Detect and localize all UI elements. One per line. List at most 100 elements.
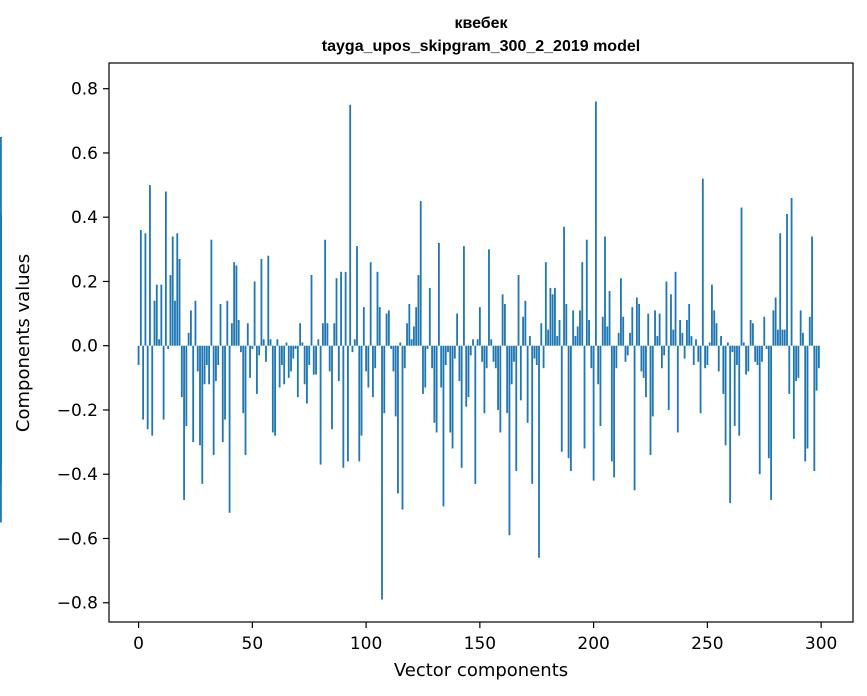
bar-271 <box>754 345 757 362</box>
bar-230 <box>660 345 663 369</box>
bar-224 <box>647 313 650 346</box>
y-tick-label: 0.8 <box>71 80 98 100</box>
bar-undefined <box>0 246 2 346</box>
bar-176 <box>538 345 540 558</box>
bar-284 <box>783 329 786 346</box>
bar-61 <box>276 339 279 346</box>
bar-82 <box>324 239 327 346</box>
bar-167 <box>517 275 520 346</box>
bar-152 <box>483 345 486 414</box>
bar-138 <box>451 345 454 449</box>
bar-257 <box>722 345 725 394</box>
bar-86 <box>333 323 336 346</box>
bar-48 <box>246 323 249 346</box>
bar-215 <box>626 345 629 356</box>
bar-47 <box>244 345 247 455</box>
bar-143 <box>463 246 465 346</box>
bar-121 <box>412 326 415 346</box>
y-tick-label: −0.2 <box>57 401 98 421</box>
bar-268 <box>747 345 750 372</box>
bar-39 <box>226 300 229 346</box>
bar-139 <box>453 345 456 359</box>
bar-221 <box>640 345 643 372</box>
bar-96 <box>356 246 358 346</box>
bar-126 <box>424 345 427 388</box>
bar-68 <box>292 345 295 359</box>
bar-279 <box>772 310 775 346</box>
bar-263 <box>736 345 738 365</box>
bar-285 <box>786 213 788 346</box>
bar-276 <box>765 345 768 349</box>
bar-194 <box>579 310 581 346</box>
bar-153 <box>485 345 488 369</box>
bar-245 <box>695 339 697 346</box>
bar-141 <box>458 345 461 382</box>
bar-74 <box>306 345 308 404</box>
bar-108 <box>383 345 386 414</box>
bar-40 <box>228 345 231 513</box>
y-axis-label: Components values <box>13 254 34 432</box>
bar-104 <box>374 345 377 369</box>
bar-148 <box>474 345 477 484</box>
bar-123 <box>417 275 420 346</box>
bar-227 <box>654 310 656 346</box>
bar-64 <box>283 345 286 385</box>
bar-187 <box>563 226 565 346</box>
bar-20 <box>183 345 185 500</box>
bars-group <box>0 101 820 600</box>
bar-25 <box>194 300 197 346</box>
bar-164 <box>510 345 513 385</box>
bar-170 <box>524 300 527 346</box>
bar-100 <box>365 345 368 372</box>
bar-67 <box>290 345 292 372</box>
bar-213 <box>622 316 625 346</box>
bar-274 <box>761 345 763 362</box>
bar-81 <box>321 323 324 346</box>
bar-166 <box>515 345 518 471</box>
bar-157 <box>494 345 497 369</box>
y-tick-label: 0.2 <box>71 272 98 292</box>
bar-235 <box>672 329 675 346</box>
chart-subtitle: tayga_upos_skipgram_300_2_2019 model <box>322 38 640 55</box>
bar-189 <box>567 345 570 459</box>
bar-204 <box>601 316 604 346</box>
bar-83 <box>326 323 329 346</box>
bar-212 <box>620 278 622 346</box>
bar-129 <box>431 345 433 369</box>
bar-248 <box>701 178 704 346</box>
bar-15 <box>171 236 174 346</box>
bar-9 <box>158 339 160 346</box>
bar-134 <box>442 345 445 507</box>
bar-27 <box>199 345 201 446</box>
bar-21 <box>185 345 188 427</box>
bar-273 <box>758 345 761 475</box>
bar-50 <box>251 345 254 349</box>
bar-216 <box>629 332 631 346</box>
bar-12 <box>164 191 167 346</box>
bar-177 <box>540 323 543 346</box>
bar-203 <box>599 345 602 427</box>
bar-197 <box>585 239 588 346</box>
bar-23 <box>190 310 192 346</box>
bar-49 <box>249 345 251 378</box>
bar-44 <box>237 320 240 346</box>
bar-262 <box>733 345 736 427</box>
bar-241 <box>686 320 688 346</box>
bar-269 <box>749 320 752 346</box>
bar-77 <box>312 345 315 375</box>
bar-24 <box>192 345 195 443</box>
bar-29 <box>203 345 206 385</box>
x-tick-label: 100 <box>350 634 382 654</box>
bar-101 <box>367 345 370 388</box>
bar-22 <box>187 332 190 346</box>
bar-119 <box>408 303 411 346</box>
bar-159 <box>499 345 502 433</box>
bar-93 <box>349 104 352 346</box>
bar-130 <box>433 345 436 423</box>
bar-115 <box>399 342 402 346</box>
bar-295 <box>808 316 811 346</box>
bar-8 <box>155 284 158 346</box>
bar-283 <box>781 329 784 346</box>
bar-209 <box>613 345 616 478</box>
